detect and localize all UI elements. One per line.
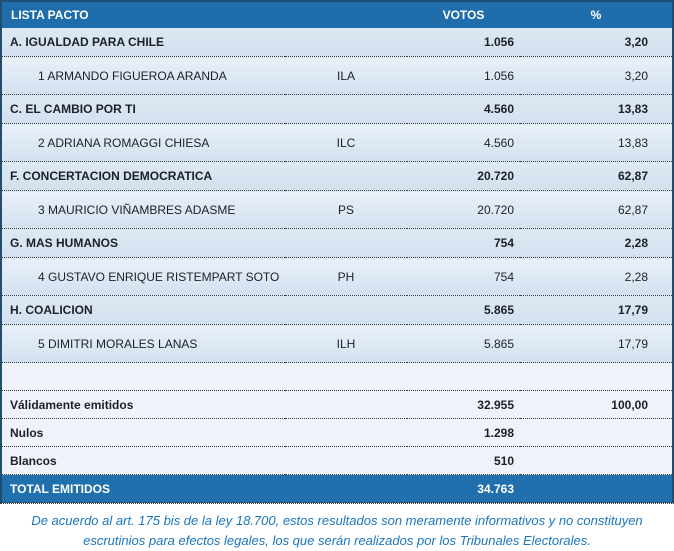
votes-value: 1.056	[407, 28, 520, 57]
votes-value: 20.720	[407, 190, 520, 229]
table-row-blank-votes: Blancos 510	[2, 446, 672, 475]
pacto-label: F. CONCERTACION DEMOCRATICA	[2, 161, 285, 191]
party-code	[285, 295, 407, 325]
table-row-spacer	[2, 362, 672, 391]
table-row-pacto: H. COALICION 5.865 17,79	[2, 295, 672, 325]
percent-value	[520, 418, 672, 447]
table-row-candidate: 4 GUSTAVO ENRIQUE RISTEMPART SOTO PH 754…	[2, 257, 672, 296]
party-code	[285, 474, 407, 503]
party-code: ILC	[285, 123, 407, 162]
table-header: LISTA PACTO VOTOS %	[2, 2, 672, 28]
table-row-pacto: F. CONCERTACION DEMOCRATICA 20.720 62,87	[2, 161, 672, 191]
percent-value	[520, 446, 672, 475]
pacto-label: A. IGUALDAD PARA CHILE	[2, 28, 285, 57]
votes-value: 4.560	[407, 123, 520, 162]
party-code: ILH	[285, 324, 407, 363]
percent-value: 2,28	[520, 257, 672, 296]
candidate-name: 5 DIMITRI MORALES LANAS	[2, 324, 285, 363]
table-row-total: TOTAL EMITIDOS 34.763	[2, 474, 672, 503]
summary-label: Válidamente emitidos	[2, 390, 285, 419]
votes-value: 1.056	[407, 56, 520, 95]
header-row: LISTA PACTO VOTOS %	[2, 2, 672, 28]
table-row-valid-votes: Válidamente emitidos 32.955 100,00	[2, 390, 672, 419]
pacto-label: H. COALICION	[2, 295, 285, 325]
votes-value: 754	[407, 257, 520, 296]
percent-value: 13,83	[520, 123, 672, 162]
party-code	[285, 228, 407, 258]
percent-value: 17,79	[520, 324, 672, 363]
percent-value: 100,00	[520, 390, 672, 419]
column-header-party	[285, 2, 407, 28]
total-votes-value: 34.763	[407, 474, 520, 503]
votes-value: 32.955	[407, 390, 520, 419]
candidate-name: 4 GUSTAVO ENRIQUE RISTEMPART SOTO	[2, 257, 285, 296]
table-row-candidate: 5 DIMITRI MORALES LANAS ILH 5.865 17,79	[2, 324, 672, 363]
party-code	[285, 390, 407, 419]
percent-value: 62,87	[520, 190, 672, 229]
party-code: ILA	[285, 56, 407, 95]
pacto-label: C. EL CAMBIO POR TI	[2, 94, 285, 124]
legal-disclaimer-line1: De acuerdo al art. 175 bis de la ley 18.…	[31, 513, 643, 528]
votes-value: 5.865	[407, 295, 520, 325]
summary-label: Blancos	[2, 446, 285, 475]
votes-value: 754	[407, 228, 520, 258]
percent-value: 3,20	[520, 28, 672, 57]
percent-value: 13,83	[520, 94, 672, 124]
percent-value: 17,79	[520, 295, 672, 325]
candidate-name: 2 ADRIANA ROMAGGI CHIESA	[2, 123, 285, 162]
percent-value	[520, 474, 672, 503]
results-table: LISTA PACTO VOTOS % A. IGUALDAD PARA CHI…	[2, 2, 672, 503]
votes-value: 510	[407, 446, 520, 475]
party-code	[285, 94, 407, 124]
percent-value: 2,28	[520, 228, 672, 258]
legal-disclaimer-line2: escrutinios para efectos legales, los qu…	[83, 533, 591, 548]
column-header-percent: %	[520, 2, 672, 28]
votes-value: 5.865	[407, 324, 520, 363]
column-header-votos: VOTOS	[407, 2, 520, 28]
party-code	[285, 418, 407, 447]
party-code	[285, 446, 407, 475]
votes-value: 1.298	[407, 418, 520, 447]
table-row-candidate: 3 MAURICIO VIÑAMBRES ADASME PS 20.720 62…	[2, 190, 672, 229]
table-row-pacto: G. MAS HUMANOS 754 2,28	[2, 228, 672, 258]
table-row-candidate: 2 ADRIANA ROMAGGI CHIESA ILC 4.560 13,83	[2, 123, 672, 162]
table-row-null-votes: Nulos 1.298	[2, 418, 672, 447]
party-code	[285, 161, 407, 191]
table-body: A. IGUALDAD PARA CHILE 1.056 3,20 1 ARMA…	[2, 28, 672, 503]
party-code	[285, 28, 407, 57]
summary-label: Nulos	[2, 418, 285, 447]
votes-value: 4.560	[407, 94, 520, 124]
candidate-name: 3 MAURICIO VIÑAMBRES ADASME	[2, 190, 285, 229]
party-code: PH	[285, 257, 407, 296]
percent-value: 62,87	[520, 161, 672, 191]
column-header-lista-pacto: LISTA PACTO	[2, 2, 285, 28]
candidate-name: 1 ARMANDO FIGUEROA ARANDA	[2, 56, 285, 95]
table-row-candidate: 1 ARMANDO FIGUEROA ARANDA ILA 1.056 3,20	[2, 56, 672, 95]
percent-value: 3,20	[520, 56, 672, 95]
pacto-label: G. MAS HUMANOS	[2, 228, 285, 258]
party-code: PS	[285, 190, 407, 229]
table-row-pacto: A. IGUALDAD PARA CHILE 1.056 3,20	[2, 28, 672, 57]
results-table-container: LISTA PACTO VOTOS % A. IGUALDAD PARA CHI…	[0, 0, 674, 504]
votes-value: 20.720	[407, 161, 520, 191]
table-row-pacto: C. EL CAMBIO POR TI 4.560 13,83	[2, 94, 672, 124]
total-label: TOTAL EMITIDOS	[2, 474, 285, 503]
